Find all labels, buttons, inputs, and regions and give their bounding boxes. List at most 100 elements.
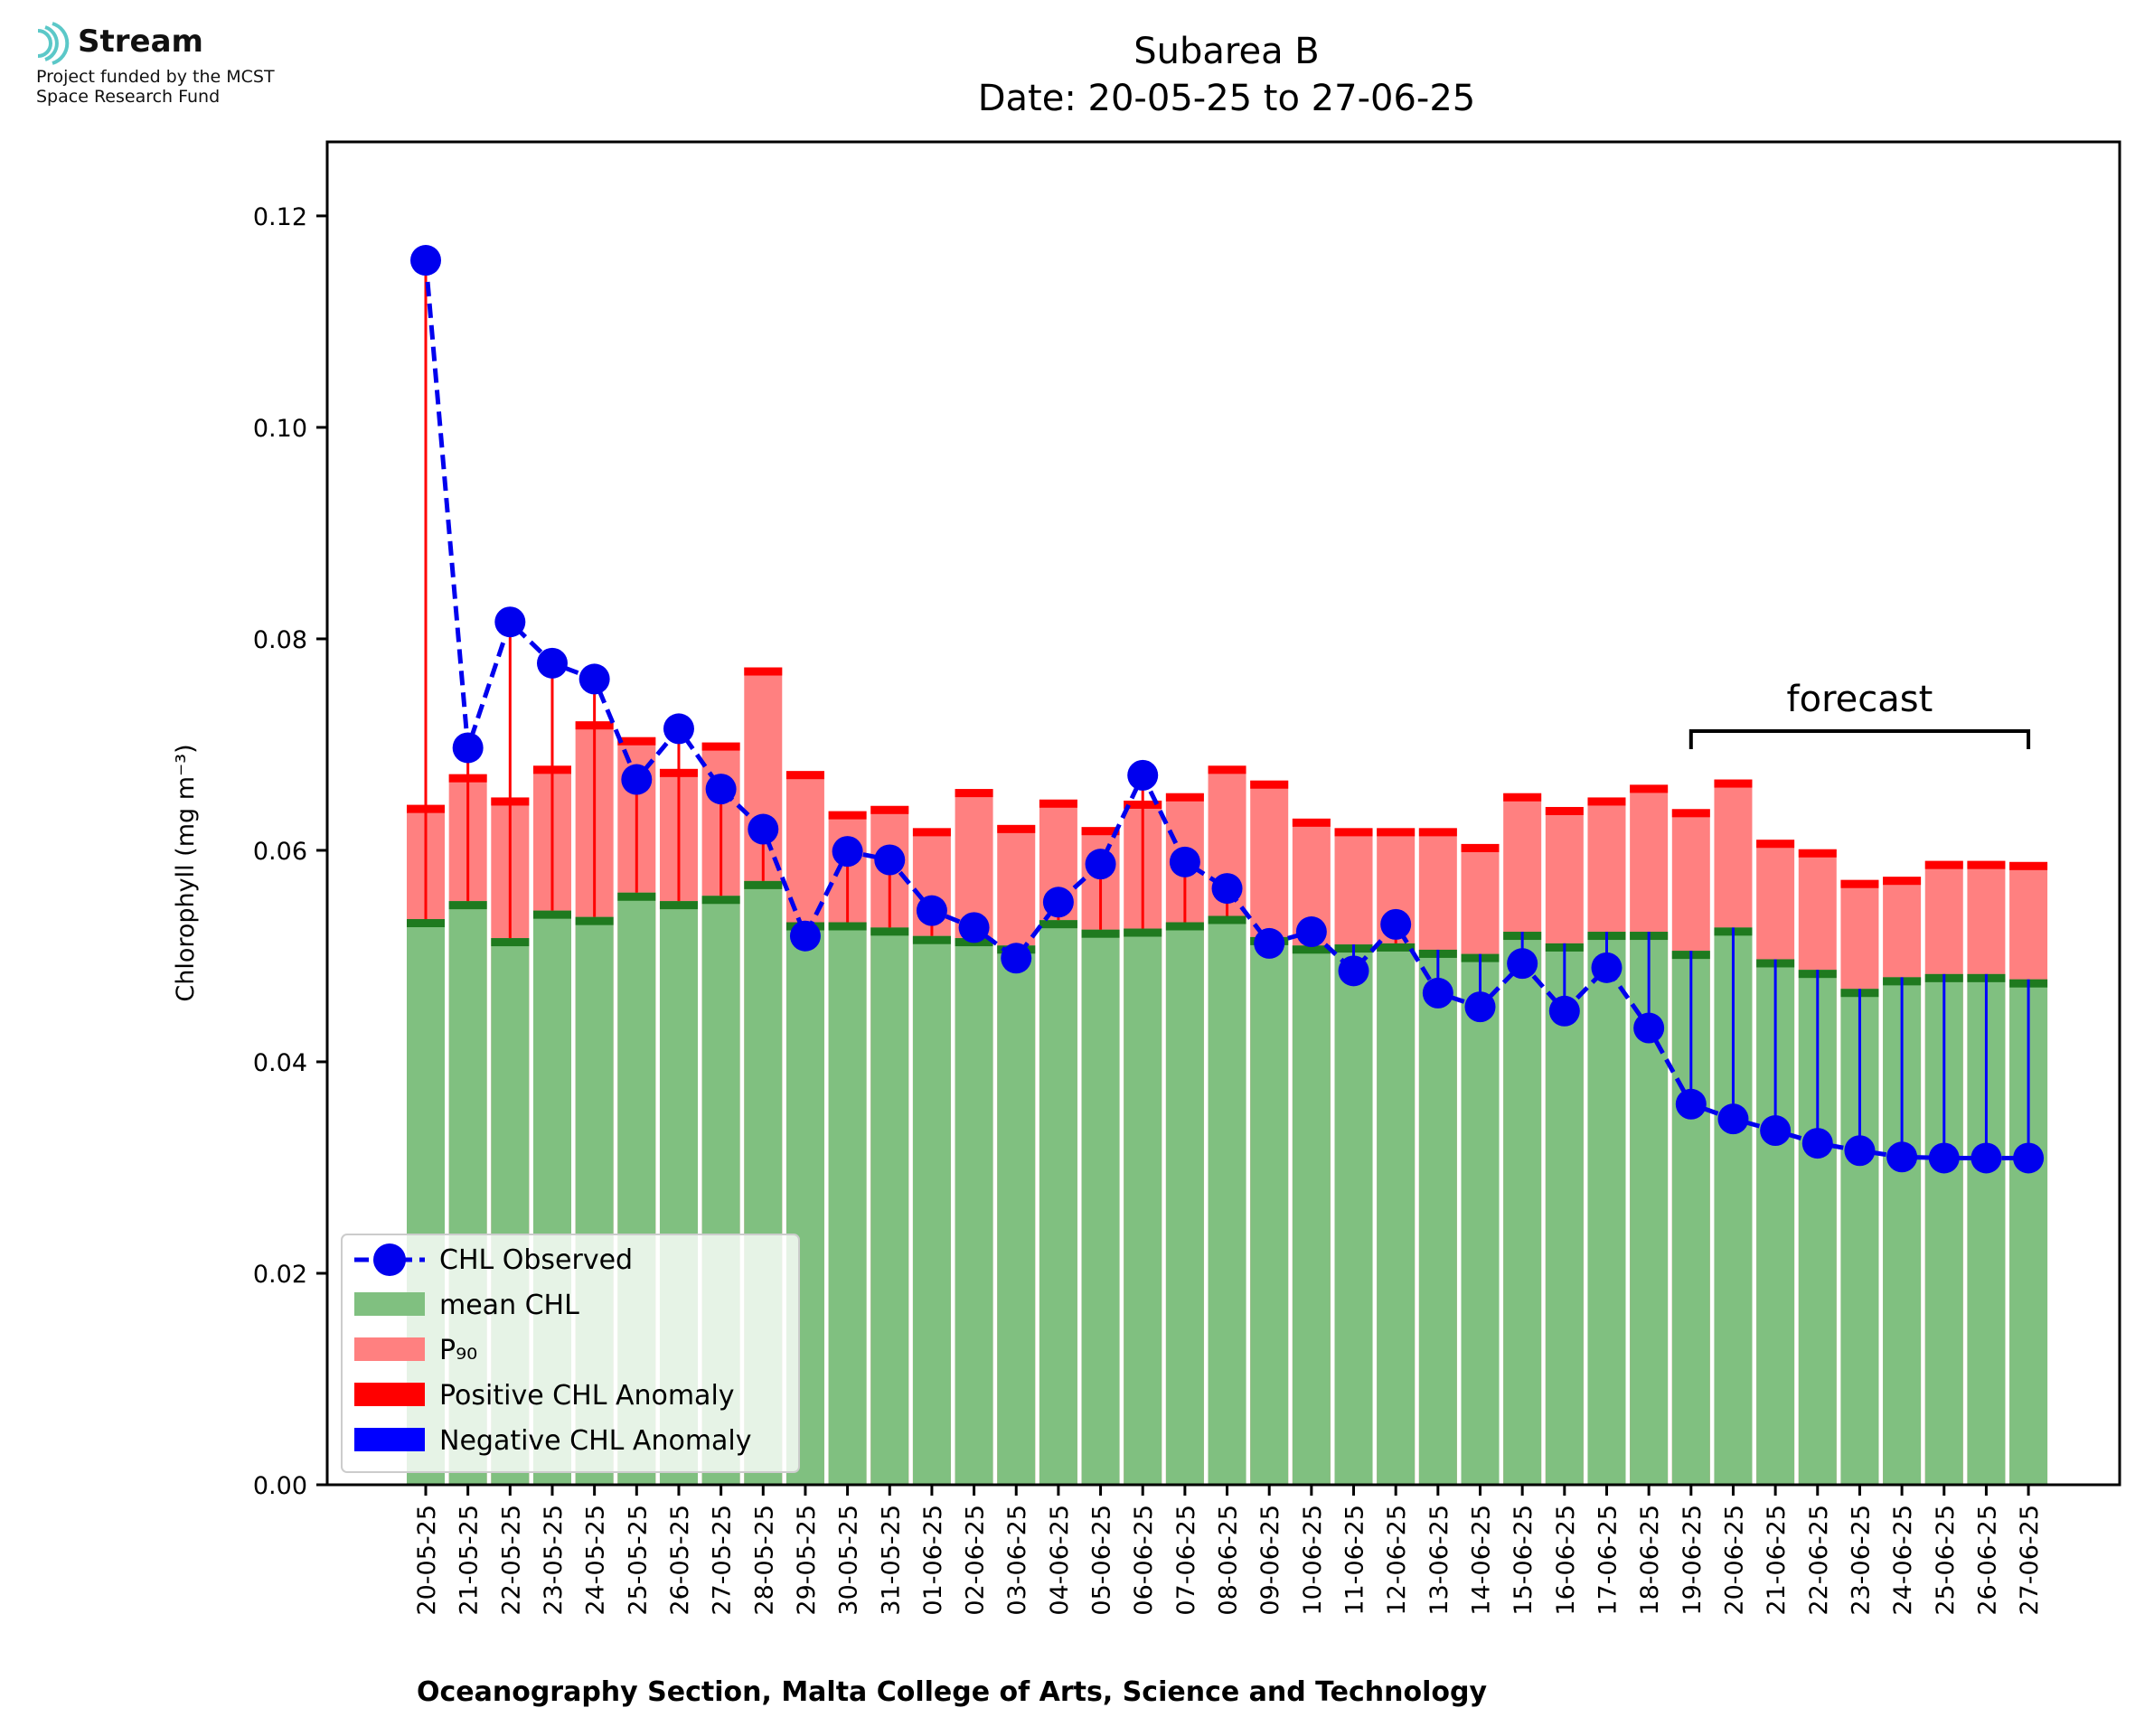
mean-bar (955, 938, 993, 1485)
mean-cap (532, 910, 571, 919)
x-tick-label: 09-06-25 (1256, 1505, 1284, 1616)
observed-point (1886, 1141, 1918, 1173)
mean-bar (1418, 949, 1457, 1485)
forecast-label: forecast (1787, 679, 1933, 720)
p90-cap (701, 742, 740, 751)
p90-cap (1418, 828, 1457, 837)
mean-cap (448, 901, 487, 910)
observed-point (874, 844, 906, 876)
observed-point (1085, 849, 1116, 880)
p90-cap (1545, 806, 1584, 815)
x-tick-label: 23-06-25 (1847, 1505, 1875, 1616)
x-tick-label: 20-05-25 (413, 1505, 441, 1616)
observed-point (1211, 873, 1243, 905)
observed-point (410, 245, 441, 277)
x-tick-label: 11-06-25 (1341, 1505, 1369, 1616)
wave-arcs-icon (37, 22, 70, 65)
p90-cap (1671, 809, 1710, 818)
observed-point (832, 836, 863, 868)
y-tick-label: 0.04 (253, 1049, 307, 1077)
observed-point (1675, 1088, 1707, 1120)
p90-cap (1208, 765, 1246, 774)
anomaly-layer (424, 260, 2030, 1159)
observed-point (916, 895, 947, 926)
x-tick-label: 06-06-25 (1130, 1505, 1158, 1616)
p90-cap (1630, 784, 1669, 793)
p90-cap (1461, 843, 1500, 852)
brand-tagline: Project funded by the MCST Space Researc… (36, 67, 275, 107)
x-tick-label: 26-06-25 (1973, 1505, 2001, 1616)
p90-cap (1840, 879, 1879, 888)
p90-cap (870, 805, 909, 814)
brand-tagline-line-1: Project funded by the MCST (36, 67, 275, 87)
mean-cap (1377, 943, 1416, 952)
p90-cap (1334, 828, 1373, 837)
x-tick-label: 25-06-25 (1932, 1505, 1960, 1616)
observed-point (748, 813, 779, 845)
chart-subtitle: Date: 20-05-25 to 27-06-25 (978, 78, 1476, 119)
p90-cap (617, 737, 656, 746)
y-tick-label: 0.00 (253, 1472, 307, 1500)
x-tick-label: 27-05-25 (709, 1505, 737, 1616)
p90-cap (1587, 797, 1626, 806)
p90-cap (1292, 818, 1331, 827)
p90-cap (1756, 840, 1795, 849)
observed-point (1464, 991, 1496, 1023)
x-tick-label: 26-05-25 (666, 1505, 694, 1616)
mean-bar (1587, 932, 1626, 1485)
mean-cap (491, 938, 530, 947)
legend-swatch-negative (354, 1428, 425, 1451)
observed-point (2013, 1142, 2045, 1174)
p90-cap (955, 789, 993, 798)
x-tick-label: 24-06-25 (1889, 1505, 1917, 1616)
x-tick-label: 31-05-25 (877, 1505, 905, 1616)
p90-cap (1883, 877, 1922, 886)
observed-point (1422, 977, 1453, 1009)
forecast-bracket (1688, 729, 2031, 749)
observed-point (789, 920, 821, 952)
mean-bar (1334, 944, 1373, 1485)
observed-point (578, 663, 610, 695)
x-tick-label: 23-05-25 (540, 1505, 568, 1616)
observed-point (1591, 952, 1623, 983)
y-tick-label: 0.12 (253, 203, 307, 231)
p90-cap (1714, 779, 1753, 788)
x-tick-label: 29-05-25 (793, 1505, 821, 1616)
legend-label-mean: mean CHL (439, 1290, 579, 1321)
y-axis-label: Chlorophyll (mg m⁻³) (172, 744, 200, 1001)
forecast-annotation: forecast (1688, 679, 2031, 749)
p90-cap (1503, 793, 1542, 802)
observed-point (1928, 1142, 1960, 1174)
mean-bar (1461, 953, 1500, 1485)
mean-cap (1039, 920, 1077, 929)
x-tick-label: 17-06-25 (1594, 1505, 1622, 1616)
observed-point (1844, 1135, 1876, 1167)
legend-label-negative: Negative CHL Anomaly (439, 1425, 752, 1457)
x-tick-label: 27-06-25 (2016, 1505, 2044, 1616)
x-axis: 20-05-25 21-05-25 22-05-25 23-05-25 24-05-25… (413, 1485, 2044, 1616)
y-tick-label: 0.06 (253, 838, 307, 866)
mean-cap (1081, 929, 1120, 938)
legend-swatch-mean (354, 1292, 425, 1316)
y-tick-label: 0.02 (253, 1261, 307, 1289)
mean-bar (1165, 922, 1204, 1485)
legend-label-p90: P₉₀ (439, 1335, 477, 1366)
p90-cap (828, 811, 867, 820)
mean-bar (1124, 928, 1162, 1485)
observed-point (1001, 943, 1032, 974)
x-tick-label: 13-06-25 (1425, 1505, 1453, 1616)
observed-point (1169, 846, 1200, 877)
mean-cap (659, 901, 698, 910)
p90-cap (785, 771, 824, 780)
bars-layer (407, 667, 2048, 1485)
y-tick-label: 0.10 (253, 415, 307, 443)
p90-cap (1250, 780, 1289, 789)
x-tick-label: 25-05-25 (624, 1505, 652, 1616)
p90-cap (1377, 828, 1416, 837)
mean-cap (1165, 922, 1204, 931)
observed-point (536, 647, 568, 679)
p90-cap (2009, 861, 2048, 870)
p90-cap (1967, 860, 2006, 869)
mean-bar (828, 922, 867, 1485)
